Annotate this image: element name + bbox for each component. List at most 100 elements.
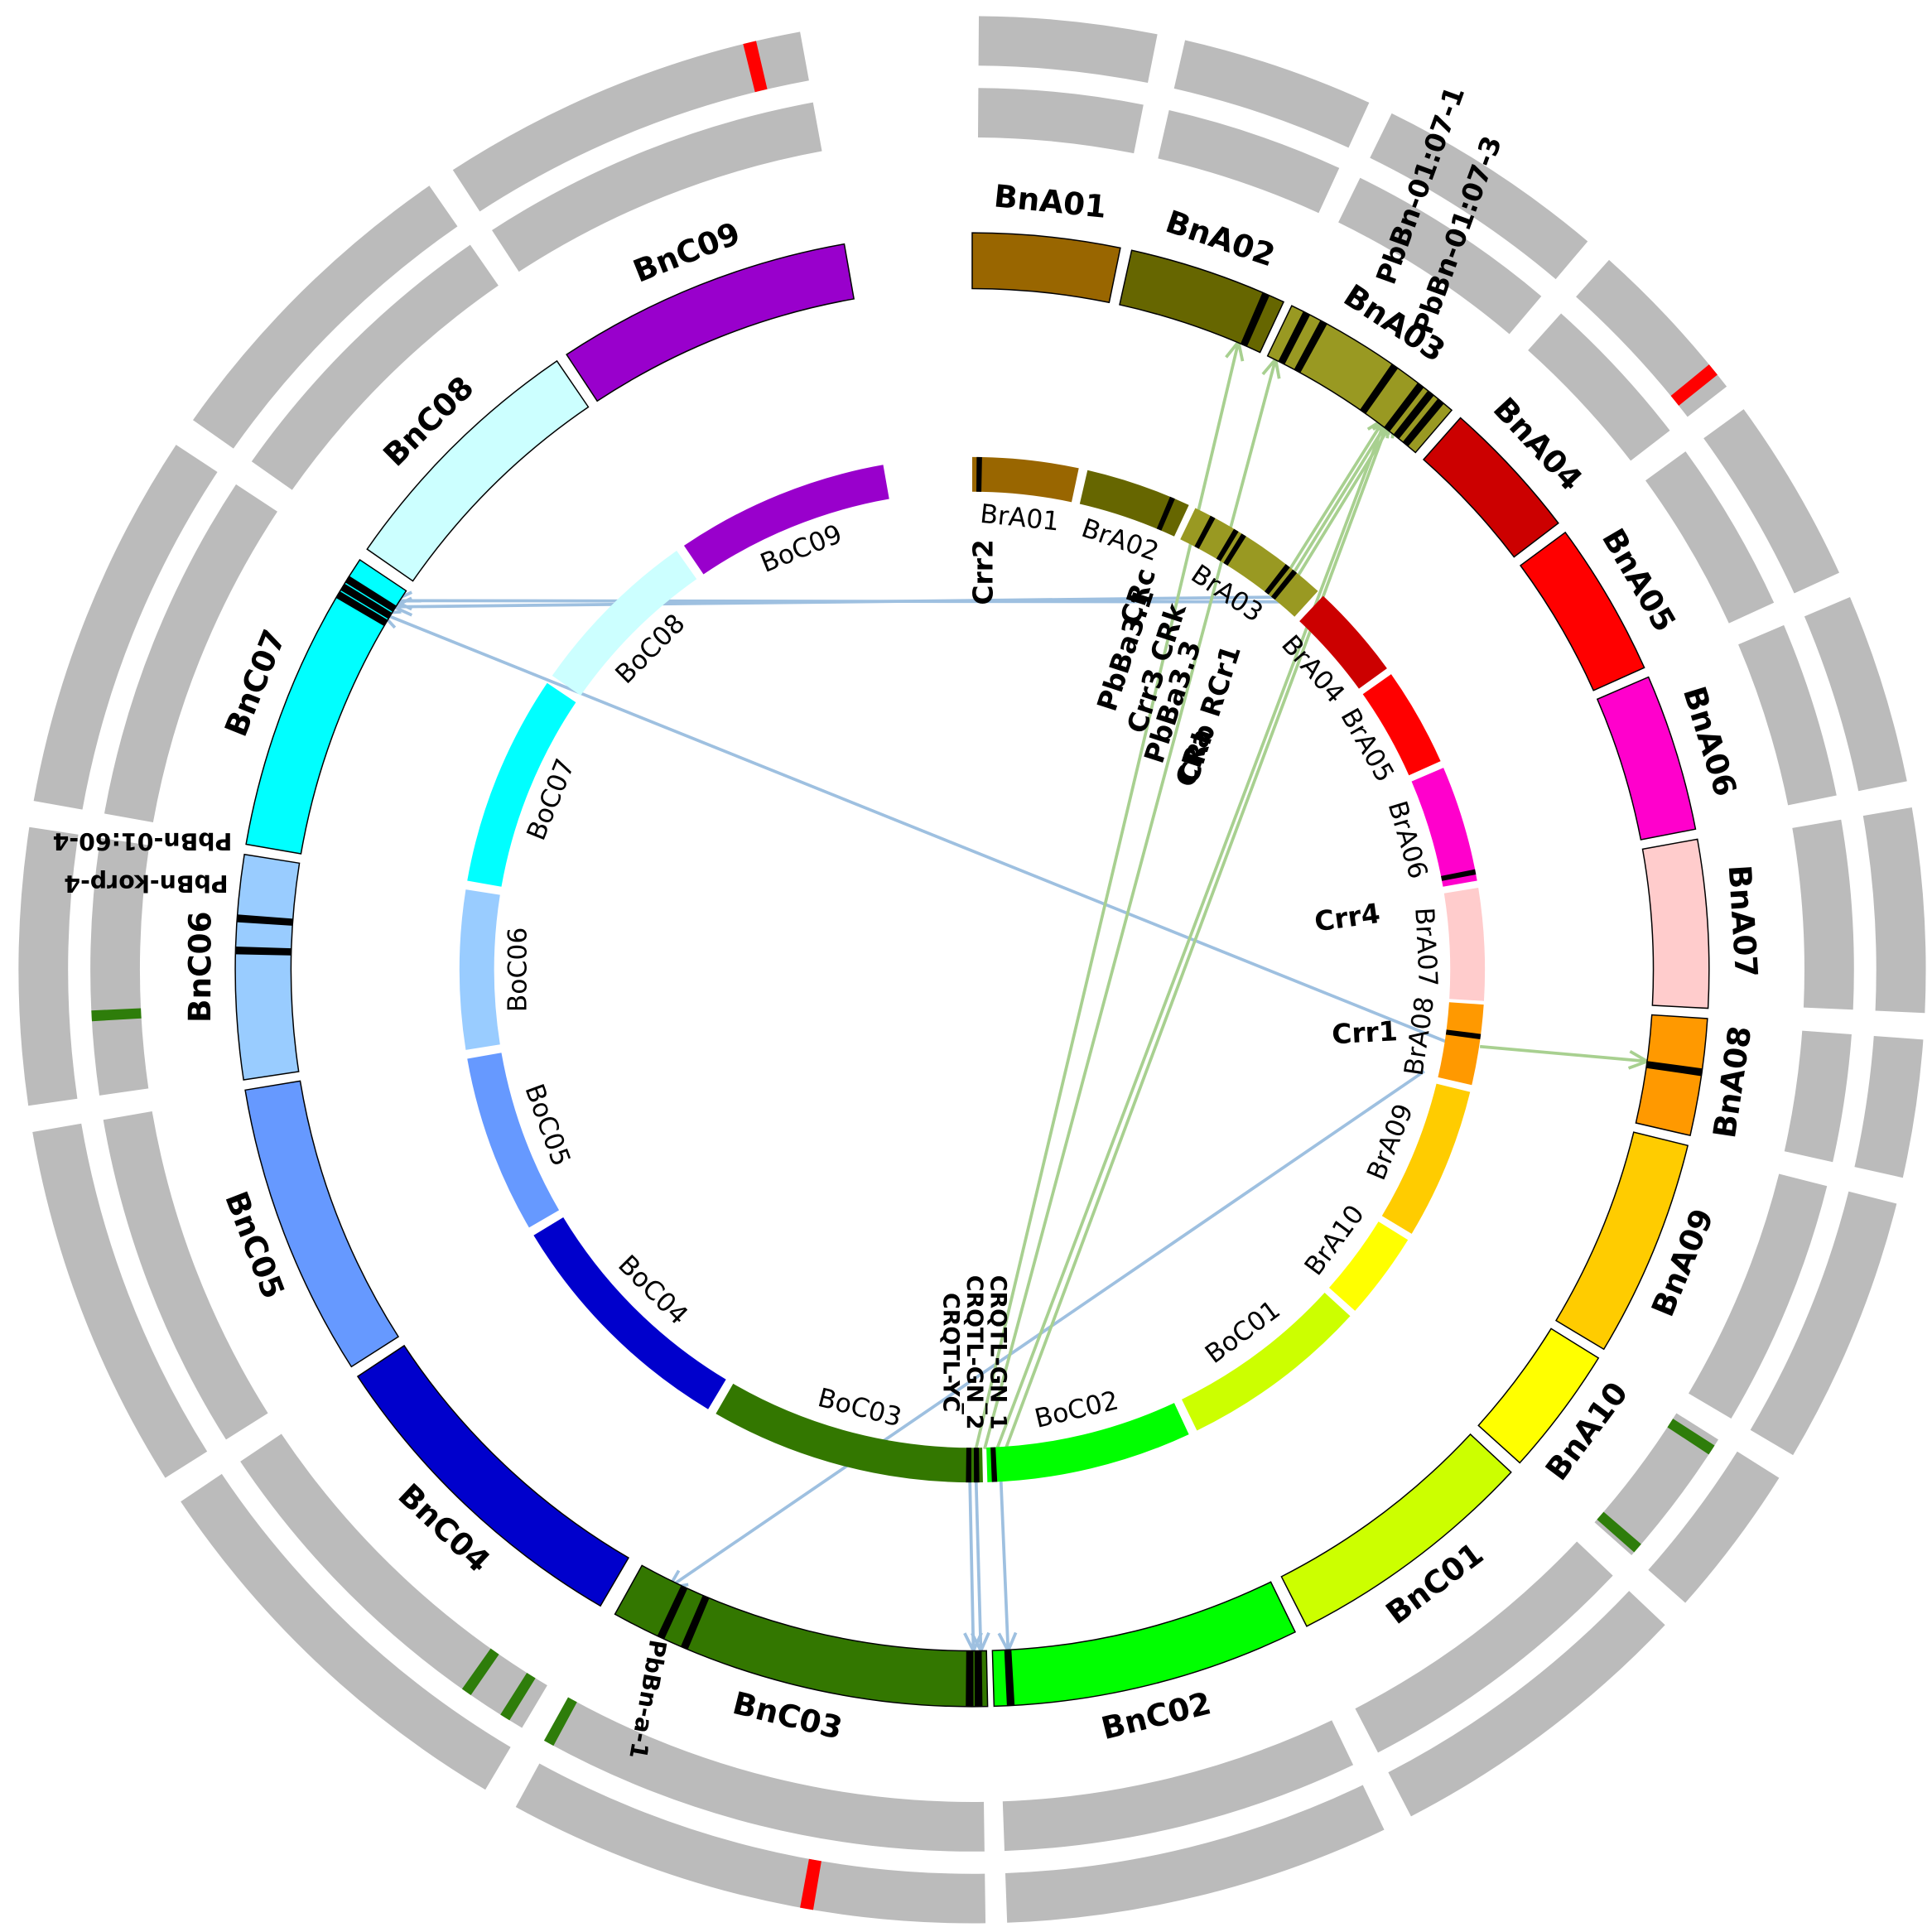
chromosome — [533, 1217, 726, 1409]
track-segment — [1594, 1413, 1719, 1555]
link — [968, 1473, 976, 1651]
chromosome — [1635, 1014, 1708, 1137]
gene-label: CRQTL-GN_2 — [961, 1275, 987, 1430]
chromosome-label: BnC06 — [181, 911, 218, 1023]
track-segment — [1173, 40, 1370, 148]
track-mark — [800, 1858, 821, 1910]
chromosome — [356, 1344, 630, 1607]
chromosome-label: BoC02 — [1032, 1385, 1121, 1434]
track-mark — [1667, 1419, 1715, 1455]
gene-label: CRQTL-GN_1 — [985, 1275, 1010, 1430]
track-segment — [1804, 597, 1907, 792]
track-segment — [33, 445, 218, 810]
track-segment — [1388, 1591, 1665, 1817]
chromosome — [467, 1053, 560, 1228]
track-segment — [1738, 624, 1837, 806]
band — [1645, 1061, 1703, 1077]
chromosome — [1641, 838, 1710, 1009]
band — [237, 914, 293, 926]
chromosome — [244, 1080, 400, 1368]
track-segment — [1576, 259, 1727, 417]
band — [1393, 390, 1434, 439]
band — [966, 1650, 974, 1707]
band — [1223, 533, 1246, 566]
link — [1479, 1044, 1648, 1063]
chromosome — [1438, 1002, 1484, 1086]
track-segment — [104, 484, 277, 823]
link — [999, 1473, 1010, 1651]
track-mark — [543, 1697, 577, 1747]
band — [1004, 1650, 1015, 1706]
band — [681, 1595, 710, 1650]
track-segment — [90, 837, 150, 1096]
band — [1278, 311, 1311, 365]
band — [1441, 869, 1477, 881]
track-segment — [1750, 1191, 1897, 1456]
chromosome — [234, 853, 301, 1081]
band — [235, 947, 291, 956]
chromosome-label: BnC03 — [730, 1684, 846, 1747]
chromosome-label: BnA01 — [992, 177, 1108, 225]
track-segment — [192, 185, 458, 449]
track-segment — [1689, 1173, 1828, 1419]
band — [973, 1448, 980, 1483]
gene-label: Crr2 — [966, 539, 999, 605]
track-segment — [978, 16, 1158, 84]
link — [1004, 414, 1393, 1450]
band — [1360, 364, 1399, 414]
track-mark — [91, 1008, 142, 1022]
chromosome-label: BnA08 — [1706, 1024, 1758, 1140]
link — [1293, 417, 1396, 583]
chromosome — [1119, 249, 1285, 354]
track-segment — [18, 826, 79, 1106]
chromosome — [971, 456, 1079, 503]
chromosome — [1280, 1433, 1512, 1627]
link — [667, 1070, 1425, 1589]
track-segment — [1005, 1785, 1385, 1923]
track-segment — [1645, 451, 1775, 624]
chromosome — [366, 359, 590, 582]
chromosome — [991, 1581, 1297, 1708]
gene-label: PbBn-01:60-4 — [53, 827, 233, 855]
track-segment — [1528, 313, 1670, 461]
track-mark — [1597, 1511, 1641, 1553]
track-segment — [1355, 1541, 1613, 1753]
track-segment — [1158, 110, 1340, 214]
track-segment — [977, 88, 1144, 154]
chromosome — [1381, 1083, 1471, 1234]
band — [974, 1650, 983, 1707]
track-segment — [251, 244, 499, 490]
chromosome — [1519, 531, 1645, 691]
band — [1294, 320, 1327, 373]
band — [1270, 569, 1298, 600]
track-mark — [743, 41, 768, 93]
chromosome — [715, 1383, 983, 1483]
gene-label: PbBn-a-1 — [624, 1638, 672, 1761]
track-segment — [1792, 819, 1854, 1010]
band — [1402, 398, 1444, 447]
link — [1286, 417, 1391, 583]
chromosome — [1362, 674, 1441, 776]
chromosome-label: BnA07 — [1722, 864, 1765, 979]
track-segment — [240, 1433, 547, 1728]
chromosome-label: BnC02 — [1097, 1684, 1214, 1747]
track-segment — [1703, 409, 1840, 594]
chromosome — [566, 243, 855, 402]
track-mark — [1670, 364, 1718, 406]
band — [1216, 528, 1239, 561]
band — [1194, 515, 1216, 549]
chromosome — [459, 889, 500, 1050]
chromosome — [467, 682, 576, 887]
chromosome — [1596, 676, 1697, 841]
chromosome — [1443, 887, 1486, 1001]
band — [340, 583, 393, 619]
track-segment — [550, 1700, 985, 1852]
chromosome-label: BrA08 — [1400, 995, 1441, 1077]
chromosome — [552, 551, 697, 696]
chromosome — [1411, 768, 1477, 887]
chromosome — [614, 1564, 989, 1708]
chromosome — [1328, 1221, 1409, 1311]
chromosome-label: BrA07 — [1409, 907, 1443, 988]
gene-label: Crr1 — [1331, 1014, 1398, 1050]
band — [990, 1447, 998, 1482]
